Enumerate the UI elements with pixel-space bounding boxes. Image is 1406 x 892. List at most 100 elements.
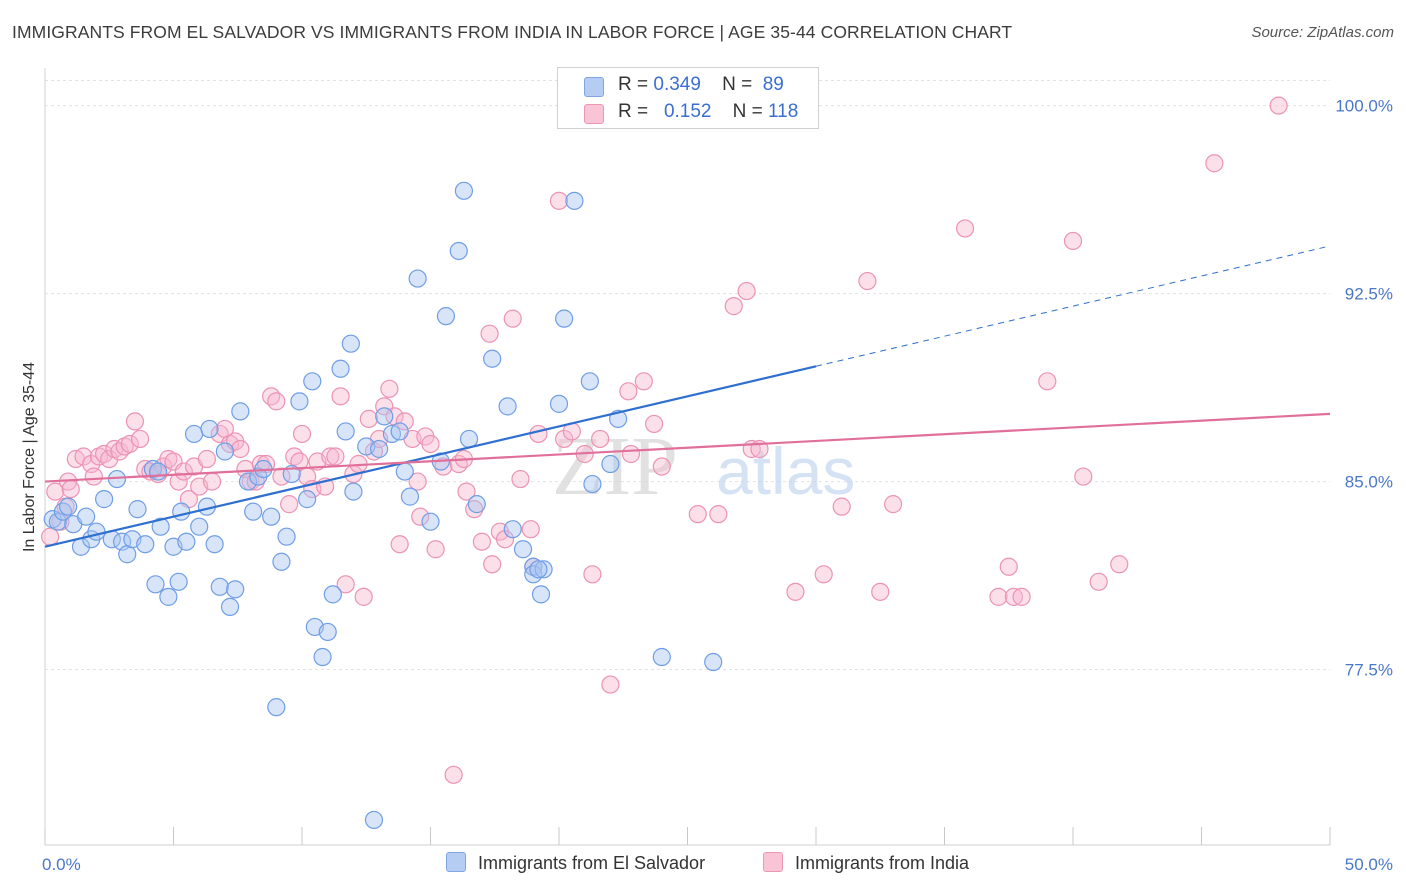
el-salvador-point xyxy=(400,487,420,506)
india-point xyxy=(130,429,150,449)
india-trend-line xyxy=(44,412,1331,483)
india-point xyxy=(583,565,602,584)
india-point xyxy=(395,412,414,431)
el-salvador-point xyxy=(303,372,322,391)
el-salvador-point xyxy=(344,482,363,501)
india-point xyxy=(434,457,453,476)
el-salvador-point xyxy=(77,507,96,526)
el-salvador-point xyxy=(151,517,170,536)
y-axis-label: In Labor Force | Age 35-44 xyxy=(21,362,38,552)
el-salvador-point xyxy=(205,535,224,554)
series-legend-el-salvador: Immigrants from El Salvador xyxy=(446,852,705,874)
india-point xyxy=(1063,231,1083,251)
el-salvador-point xyxy=(331,359,350,378)
el-salvador-point xyxy=(87,522,106,541)
india-point xyxy=(408,472,427,491)
tick-labels-layer: 77.5% 85.0% 92.5% 100.0% 0.0% 50.0% xyxy=(42,97,1393,874)
india-point xyxy=(549,191,569,210)
el-salvador-point xyxy=(704,652,723,672)
chart-title: IMMIGRANTS FROM EL SALVADOR VS IMMIGRANT… xyxy=(12,22,1013,42)
india-point xyxy=(621,444,641,464)
el-salvador-point xyxy=(146,575,165,594)
india-point xyxy=(483,555,502,574)
india-point xyxy=(521,520,540,539)
el-salvador-point xyxy=(238,472,258,491)
india-point xyxy=(231,439,250,459)
india-point xyxy=(591,429,610,449)
india-point xyxy=(955,219,975,238)
india-point xyxy=(444,765,463,784)
india-point xyxy=(601,675,620,694)
n-value-el-salvador: 89 xyxy=(762,74,784,95)
el-salvador-point xyxy=(531,585,551,604)
axes-layer xyxy=(44,68,1331,846)
el-salvador-point xyxy=(313,647,332,667)
x-tick-label: 50.0% xyxy=(1345,855,1393,874)
el-salvador-point xyxy=(215,442,234,461)
india-point xyxy=(95,444,114,464)
india-point xyxy=(457,482,476,501)
el-salvador-point xyxy=(341,334,360,353)
el-salvador-point xyxy=(421,512,440,531)
el-salvador-point xyxy=(364,810,384,830)
india-point xyxy=(380,379,399,398)
legend-text-el-salvador: R = 0.349 N = 89 xyxy=(618,74,784,95)
r-value-el-salvador: 0.349 xyxy=(653,74,701,95)
el-salvador-point xyxy=(408,269,427,288)
el-salvador-point xyxy=(318,622,337,642)
y-tick-label: 85.0% xyxy=(1345,473,1393,492)
india-point xyxy=(529,424,548,444)
y-tick-label: 77.5% xyxy=(1345,661,1393,680)
india-point xyxy=(421,434,440,454)
el-salvador-point xyxy=(498,397,517,416)
el-salvador-point xyxy=(454,181,474,200)
india-point xyxy=(1205,154,1224,173)
el-salvador-point xyxy=(459,429,479,449)
india-point xyxy=(125,412,145,431)
el-salvador-point xyxy=(244,502,263,521)
india-point xyxy=(262,387,281,406)
el-salvador-point xyxy=(395,462,414,481)
india-point xyxy=(61,479,80,499)
india-point xyxy=(480,324,499,343)
watermark-atlas: atlas xyxy=(716,434,855,508)
india-point xyxy=(411,507,430,526)
el-salvador-point xyxy=(184,424,204,444)
series-swatch-india xyxy=(763,852,783,872)
india-points-layer xyxy=(41,96,1288,784)
india-point xyxy=(354,587,373,606)
el-salvador-point xyxy=(262,507,281,526)
india-point xyxy=(1089,572,1108,591)
el-salvador-point xyxy=(652,647,671,667)
india-point xyxy=(285,447,304,466)
el-salvador-point xyxy=(601,454,620,474)
el-salvador-point xyxy=(549,394,569,413)
india-point xyxy=(100,449,119,469)
el-salvador-point xyxy=(48,512,67,531)
india-point xyxy=(1110,555,1129,574)
watermark-zip: ZIP xyxy=(552,420,678,513)
india-point xyxy=(634,372,653,391)
el-salvador-point xyxy=(143,459,163,479)
india-point xyxy=(336,575,355,594)
india-point xyxy=(202,472,222,491)
india-point xyxy=(1004,587,1023,606)
india-point xyxy=(1074,467,1093,486)
el-salvador-point xyxy=(483,349,502,368)
india-point xyxy=(1012,587,1031,606)
india-point xyxy=(390,535,409,554)
el-salvador-point xyxy=(226,580,245,599)
el-salvador-point xyxy=(43,510,62,529)
el-salvador-point xyxy=(534,560,553,579)
el-salvador-point xyxy=(298,490,317,509)
el-salvador-point xyxy=(267,698,286,717)
india-point xyxy=(120,434,139,454)
el-salvador-point xyxy=(148,462,168,481)
el-salvador-trend-line xyxy=(44,365,817,548)
india-point xyxy=(41,527,60,546)
el-salvador-point xyxy=(200,419,219,439)
el-salvador-point xyxy=(529,560,548,579)
el-salvador-point xyxy=(449,241,468,261)
el-salvador-point xyxy=(169,572,188,591)
el-salvador-point xyxy=(159,587,178,606)
